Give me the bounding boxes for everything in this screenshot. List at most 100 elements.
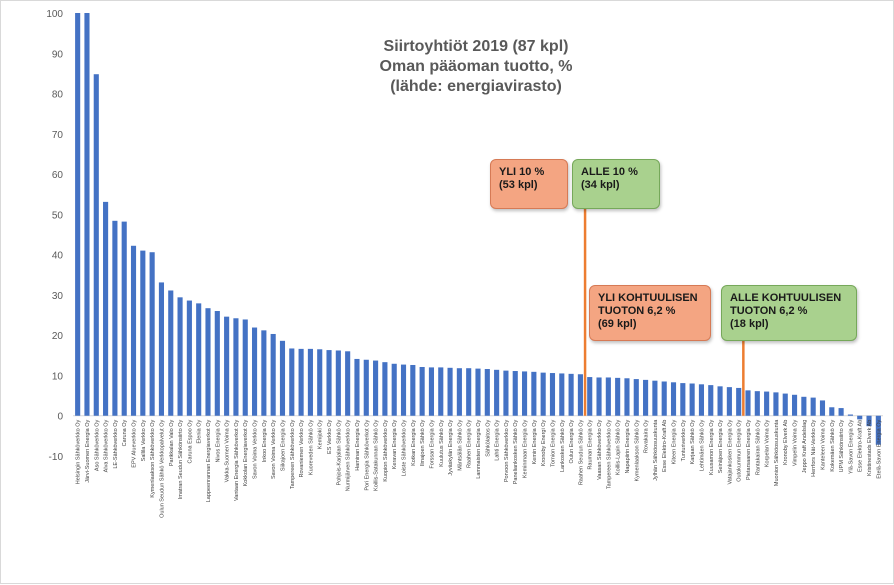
x-axis-labels: Helsingin Sähköverkko Oy Järvi-Suomen Ene…: [76, 419, 883, 518]
callout-over-reasonable-line-1: YLI KOHTUULISEN: [598, 292, 702, 305]
callout-over-10: YLI 10 % (53 kpl): [490, 159, 568, 209]
x-category-label: Kemin Energia Oy: [532, 419, 538, 464]
bar: [224, 317, 229, 416]
x-category-label: Caruna Oy: [122, 419, 128, 446]
bar: [606, 377, 611, 415]
x-category-label: Kuoreveden Sähkö Oy: [308, 419, 314, 475]
bar: [503, 371, 508, 416]
bar: [308, 349, 313, 416]
bar: [215, 311, 220, 416]
x-category-label: Aso Sähköverkko Oy: [94, 419, 100, 471]
x-category-label: Keminmaan Energia Oy: [523, 419, 529, 478]
bar: [522, 371, 527, 415]
x-category-label: Rovaniemen Verkko Oy: [299, 419, 305, 477]
x-category-label: Nurmijärven Sähköverkko Oy: [346, 419, 352, 491]
x-category-label: Lahti Energia Oy: [495, 419, 501, 460]
x-category-label: Alva Sähköverkko Oy: [104, 419, 110, 472]
x-category-label: Lappeenrannan Energiaverkot Oy: [206, 419, 212, 502]
x-category-label: Esse Elektro-Kraft Ab: [858, 420, 864, 472]
bar: [513, 371, 518, 416]
x-category-label: Vantaan Energia Sähköverkot Oy: [234, 419, 240, 500]
x-category-label: Koillis-Lapin Sähkö Oy: [616, 419, 622, 475]
x-category-label: Tunturiverkko Oy: [681, 419, 687, 461]
callout-over-reasonable-line-2: TUOTON 6,2 %: [598, 305, 702, 318]
callout-over-10-line-2: (53 kpl): [499, 179, 559, 192]
x-category-label: Kronoby Elverk Ab: [783, 420, 789, 465]
x-category-label: Jyväskylän Energia Oy: [448, 419, 454, 475]
bar: [671, 382, 676, 415]
bar: [299, 349, 304, 416]
bar: [178, 297, 183, 415]
x-category-label: Kanteleen Voima Oy: [820, 419, 826, 469]
callout-over-reasonable: YLI KOHTUULISEN TUOTON 6,2 % (69 kpl): [589, 285, 711, 341]
callout-under-10-line-2: (34 kpl): [581, 179, 651, 192]
bar: [252, 328, 257, 416]
x-category-label: Kristinestads Elverk Ab: [867, 420, 873, 476]
callout-under-reasonable-line-3: (18 kpl): [730, 318, 848, 331]
x-category-label: Kuopion Sähköverkko Oy: [383, 419, 389, 481]
bar: [94, 74, 99, 416]
bar: [550, 373, 555, 416]
x-category-label: Rovakaira Oy: [644, 419, 650, 453]
x-category-label: Seinäjoen Energia Oy: [718, 419, 724, 473]
x-category-label: Raahen Seudun Sähkö Oy: [578, 419, 584, 485]
bar: [615, 378, 620, 416]
chart-title: Siirtoyhtiöt 2019 (87 kpl): [331, 37, 621, 57]
bar: [596, 377, 601, 415]
chart-subtitle-line-2: (lähde: energiavirasto): [331, 77, 621, 97]
callout-over-reasonable-line-3: (69 kpl): [598, 318, 702, 331]
x-category-label: LE-Sähköverkko Oy: [113, 419, 119, 468]
bar: [745, 390, 750, 415]
x-category-label: Tampereen Sähköverkko Oy: [606, 419, 612, 489]
x-category-label: Sallila Verkko Oy: [141, 419, 147, 461]
y-tick-label: 0: [57, 412, 63, 423]
bar: [485, 369, 490, 416]
bar: [75, 13, 80, 416]
x-category-label: Pohjois-Karjalan Sähkö Oy: [336, 419, 342, 485]
x-category-label: Kuulutus Sähkö Oy: [439, 419, 445, 466]
y-tick-label: 90: [52, 49, 64, 60]
bar: [336, 350, 341, 415]
x-category-label: Oulun Seudun Sähkö Verkkopalvelut Oy: [159, 419, 165, 517]
x-category-label: Kymenlaakson Sähkö Oy: [634, 419, 640, 481]
x-category-label: Muonion Sähköosuuskunta: [774, 419, 780, 486]
x-category-label: Raahen Energia Oy: [467, 419, 473, 468]
x-category-label: EPV Alueverkko Oy: [132, 419, 138, 467]
x-category-label: Ylä-Savon Energia Oy: [848, 419, 854, 474]
bar: [243, 319, 248, 415]
callout-under-reasonable: ALLE KOHTUULISEN TUOTON 6,2 % (18 kpl): [721, 285, 857, 341]
y-tick-label: 70: [52, 130, 64, 141]
bar: [354, 359, 359, 416]
x-category-label: UPM Sähkönsiirto Oy: [839, 419, 845, 472]
chart-subtitle-line-1: Oman pääoman tuotto, %: [331, 57, 621, 77]
bar: [848, 415, 853, 416]
bar: [494, 370, 499, 416]
x-category-label: Kemijoki Oy: [318, 419, 324, 449]
x-category-label: Sähkölaitos Oy: [485, 419, 491, 456]
x-category-label: Mäntsälän Sähkö Oy: [457, 419, 463, 470]
x-category-label: Loiste Sähköverkko Oy: [402, 419, 408, 476]
callout-under-10-line-1: ALLE 10 %: [581, 166, 651, 179]
x-category-label: Elenia Oy: [197, 419, 203, 443]
x-category-label: Järvi-Suomen Energia Oy: [85, 419, 91, 482]
bar: [233, 318, 238, 415]
x-category-label: Kuusamon Energia Oy: [709, 419, 715, 475]
x-category-label: Kymenlaakson Sähköverkko Oy: [150, 419, 156, 497]
bar: [718, 386, 723, 415]
bar: [280, 341, 285, 416]
bar: [690, 384, 695, 416]
bar: [140, 251, 145, 416]
bar: [727, 387, 732, 416]
bar: [643, 380, 648, 416]
bar: [792, 395, 797, 416]
x-category-label: Vimpelin Voima Oy: [793, 419, 799, 466]
bar: [196, 303, 201, 415]
bar: [578, 374, 583, 415]
x-category-label: Helsingin Sähköverkko Oy: [76, 419, 82, 484]
x-category-label: Vatajankosken Energia Oy: [727, 419, 733, 484]
x-category-label: Oulun Energia Oy: [569, 419, 575, 463]
y-tick-label: -10: [49, 452, 64, 463]
bar: [764, 392, 769, 416]
x-category-label: Vaasan Sähköverkko Oy: [597, 419, 603, 479]
y-tick-label: 80: [52, 90, 64, 101]
